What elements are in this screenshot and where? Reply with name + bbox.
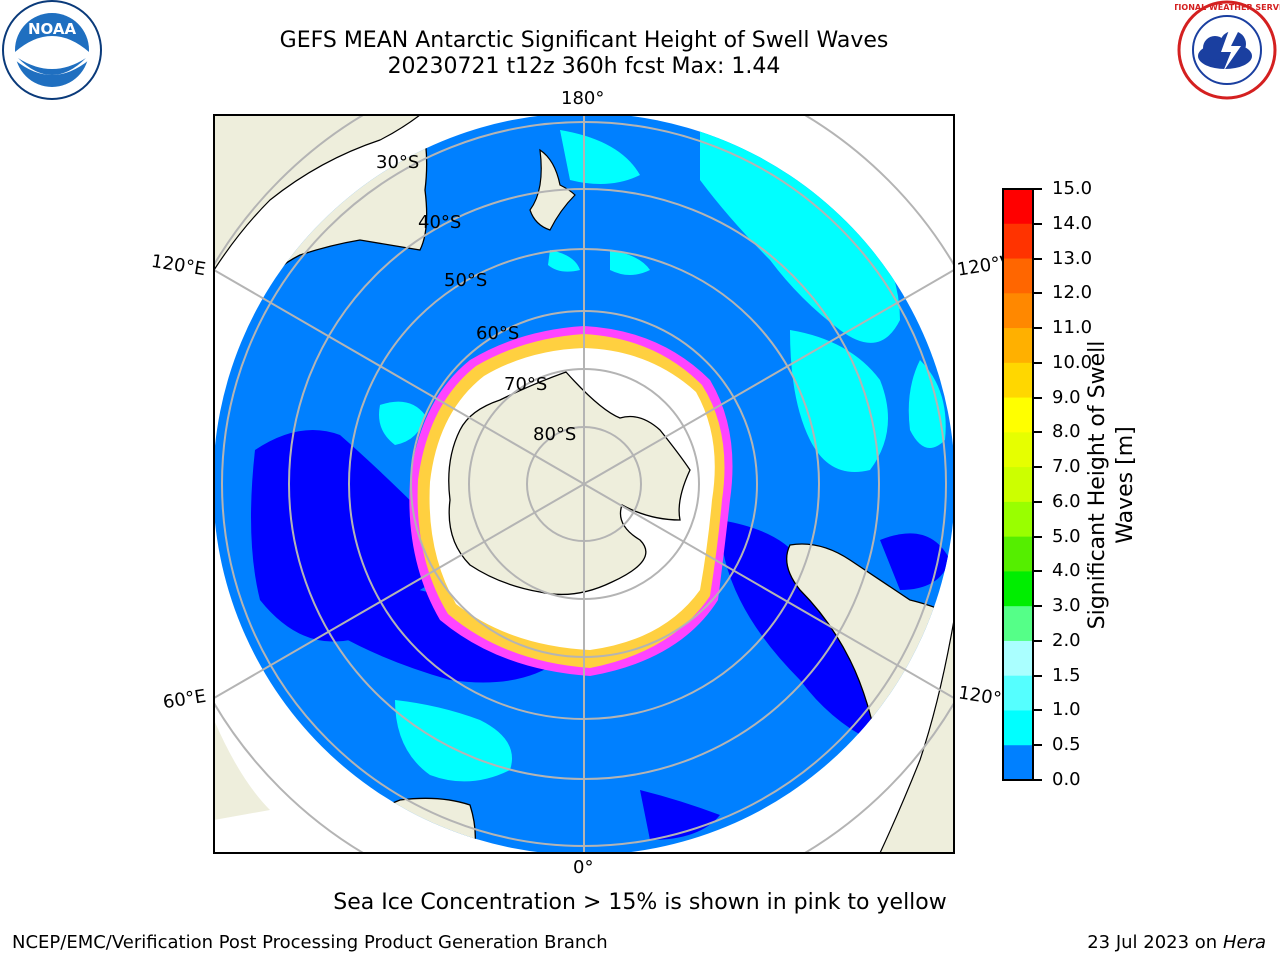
swell-patch-n2 <box>610 250 650 275</box>
colorbar-band <box>1003 397 1033 433</box>
chart-subtitle: 20230721 t12z 360h fcst Max: 1.44 <box>387 54 781 79</box>
colorbar-tick-label: 1.5 <box>1052 664 1081 686</box>
swell-patch-n3 <box>548 250 580 272</box>
australia-outer <box>214 115 422 272</box>
footer-machine: Hera <box>1222 932 1266 953</box>
colorbar-band <box>1003 467 1033 503</box>
lat-label-30s: 30°S <box>376 152 420 173</box>
colorbar-tick-label: 2.0 <box>1052 629 1081 651</box>
africa-outer <box>214 720 270 820</box>
colorbar-tick-label: 5.0 <box>1052 525 1081 547</box>
colorbar-tick-label: 6.0 <box>1052 490 1081 512</box>
colorbar-tick-label: 3.0 <box>1052 595 1081 617</box>
colorbar-tick-label: 0.5 <box>1052 734 1081 756</box>
nws-logo: NATIONAL WEATHER SERVICE <box>1175 0 1280 100</box>
colorbar-tick-mark <box>1034 188 1042 190</box>
colorbar-band <box>1003 223 1033 260</box>
chart-title: GEFS MEAN Antarctic Significant Height o… <box>279 28 889 53</box>
colorbar-band <box>1003 501 1033 538</box>
colorbar-band <box>1003 571 1033 607</box>
colorbar-tick-mark <box>1034 292 1042 295</box>
colorbar-tick-label: 1.0 <box>1052 699 1081 721</box>
lon-label-0: 0° <box>573 857 594 878</box>
colorbar-tick-mark <box>1034 570 1042 573</box>
swell-patch-w <box>379 401 425 445</box>
colorbar-tick-mark <box>1034 744 1042 747</box>
colorbar-tick-mark <box>1034 709 1042 712</box>
colorbar-band <box>1003 606 1033 642</box>
colorbar-tick-label: 7.0 <box>1052 456 1081 478</box>
lat-label-40s: 40°S <box>418 212 462 233</box>
colorbar-band <box>1003 432 1033 468</box>
lat-label-70s: 70°S <box>504 374 548 395</box>
colorbar-tick-label: 12.0 <box>1052 282 1093 304</box>
low-swell-region-east2 <box>880 533 950 590</box>
colorbar-tick-mark <box>1034 396 1042 399</box>
south-america-outer <box>879 619 954 853</box>
colorbar-tick-label: 15.0 <box>1052 178 1093 199</box>
swell-patch-e2 <box>908 360 946 448</box>
colorbar-tick-label: 13.0 <box>1052 247 1093 269</box>
colorbar-band <box>1003 536 1033 572</box>
colorbar-tick-mark <box>1034 535 1042 538</box>
colorbar-tick-label: 10.0 <box>1052 351 1093 373</box>
footer-credit: NCEP/EMC/Verification Post Processing Pr… <box>12 932 608 953</box>
noaa-logo: NOAA <box>2 0 102 100</box>
colorbar-tick-label: 11.0 <box>1052 317 1093 339</box>
footer-date: 23 Jul 2023 on Hera <box>1087 932 1266 953</box>
colorbar-band <box>1003 710 1033 746</box>
nws-logo-text: NATIONAL WEATHER SERVICE <box>1175 3 1280 12</box>
colorbar-tick-mark <box>1034 431 1042 434</box>
colorbar-tick-label: 9.0 <box>1052 386 1081 408</box>
colorbar-tick-mark <box>1034 222 1042 225</box>
colorbar-band <box>1003 258 1033 294</box>
colorbar-tick-mark <box>1034 466 1042 469</box>
colorbar-band <box>1003 189 1033 225</box>
noaa-logo-text: NOAA <box>28 20 77 38</box>
colorbar-band <box>1003 745 1033 781</box>
colorbar-band <box>1003 328 1033 364</box>
colorbar-band <box>1003 362 1033 399</box>
antarctica <box>448 371 691 596</box>
lat-label-50s: 50°S <box>444 270 488 291</box>
colorbar-tick-mark <box>1034 361 1042 364</box>
map-frame <box>213 114 955 854</box>
low-swell-region-east <box>720 520 874 740</box>
colorbar-title: Significant Height of Swell Waves [m] <box>1085 340 1138 630</box>
colorbar-band <box>1003 293 1033 329</box>
colorbar-tick-label: 8.0 <box>1052 421 1081 443</box>
colorbar-tick-label: 4.0 <box>1052 560 1081 582</box>
colorbar-tick-mark <box>1034 500 1042 503</box>
colorbar-tick-mark <box>1034 779 1042 781</box>
colorbar-tick-mark <box>1034 327 1042 330</box>
swell-patch-ne <box>700 130 900 343</box>
colorbar-tick-mark <box>1034 674 1042 677</box>
lat-label-60s: 60°S <box>476 323 520 344</box>
colorbar-tick-label: 0.0 <box>1052 769 1081 790</box>
colorbar-tick-mark <box>1034 257 1042 260</box>
meridian-lines <box>214 115 954 853</box>
colorbar <box>1002 188 1034 781</box>
lon-label-180: 180° <box>561 88 605 109</box>
footer-date-text: 23 Jul 2023 on <box>1087 932 1223 953</box>
colorbar-tick-label: 14.0 <box>1052 212 1093 234</box>
sea-ice-note: Sea Ice Concentration > 15% is shown in … <box>333 890 947 915</box>
colorbar-tick-mark <box>1034 605 1042 608</box>
colorbar-band <box>1003 640 1033 677</box>
colorbar-tick-mark <box>1034 639 1042 642</box>
lat-label-80s: 80°S <box>533 424 577 445</box>
swell-patch-n <box>560 130 640 184</box>
colorbar-band <box>1003 675 1033 711</box>
